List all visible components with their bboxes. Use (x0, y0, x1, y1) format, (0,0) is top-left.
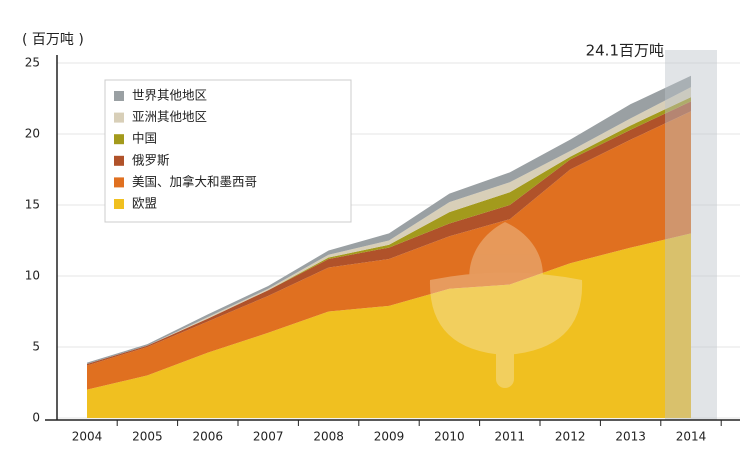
legend-swatch (114, 199, 124, 209)
y-tick-label: 20 (25, 127, 40, 141)
legend-label: 欧盟 (132, 196, 157, 211)
x-tick-label: 2008 (313, 430, 344, 444)
highlight-band (665, 50, 717, 420)
legend-swatch (114, 155, 124, 166)
y-tick-label: 10 (25, 269, 40, 283)
legend-swatch (114, 134, 124, 145)
y-tick-label: 15 (25, 198, 40, 212)
x-tick-label: 2010 (434, 430, 465, 444)
y-axis-label: ( 百万吨 ) (22, 32, 84, 48)
legend-label: 美国、加拿大和墨西哥 (132, 174, 257, 189)
x-tick-label: 2014 (676, 430, 707, 444)
legend-swatch (114, 177, 124, 188)
annotation: 24.1百万吨 (586, 42, 664, 60)
x-tick-label: 2005 (132, 430, 163, 444)
x-tick-label: 2007 (253, 430, 284, 444)
legend-label: 中国 (132, 131, 157, 146)
area (87, 233, 691, 418)
x-tick-label: 2009 (374, 430, 405, 444)
legend-swatch (114, 91, 124, 101)
legend-label: 世界其他地区 (132, 88, 207, 103)
area (87, 111, 691, 390)
watermark (429, 222, 583, 388)
x-tick-label: 2004 (72, 430, 103, 444)
y-tick-label: 25 (25, 56, 40, 70)
x-tick-label: 2012 (555, 430, 586, 444)
legend-label: 俄罗斯 (132, 152, 170, 167)
y-tick-label: 0 (32, 411, 40, 425)
x-tick-label: 2011 (495, 430, 526, 444)
area (87, 75, 691, 365)
legend-box (104, 79, 352, 223)
legend-swatch (114, 112, 124, 123)
legend-label: 亚洲其他地区 (132, 109, 207, 124)
y-tick-label: 5 (32, 340, 40, 354)
x-tick-label: 2006 (193, 430, 224, 444)
x-tick-label: 2013 (615, 430, 646, 444)
